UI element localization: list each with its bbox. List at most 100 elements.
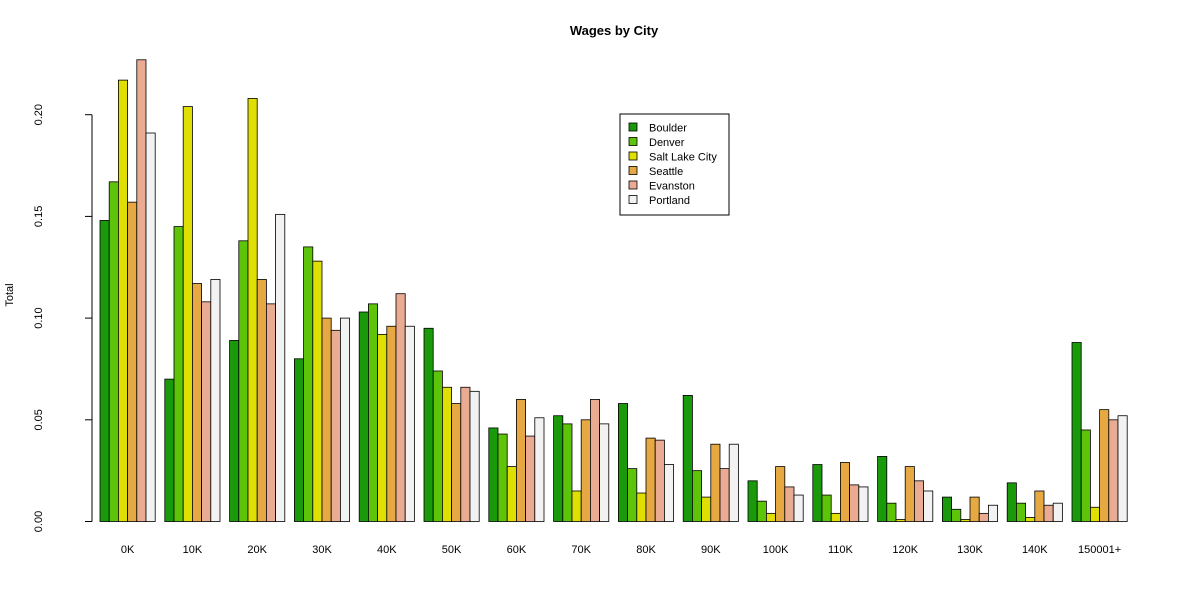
- bar-portland-10k: [210, 279, 221, 522]
- legend-swatch: [628, 137, 638, 146]
- bar-portland-30k: [339, 317, 350, 522]
- x-tick-label: 110K: [828, 544, 854, 556]
- bar-boulder-120k: [877, 456, 888, 522]
- bar-denver-10k: [173, 226, 184, 522]
- bar-seattle-150001plus: [1099, 409, 1110, 522]
- y-tick-label: 0.15: [33, 206, 45, 227]
- bar-evanston-70k: [590, 399, 601, 522]
- chart-title: Wages by City: [570, 23, 659, 38]
- legend: Boulder Denver Salt Lake City Seattle Evanst…: [619, 113, 730, 216]
- bar-portland-60k: [534, 417, 545, 522]
- bar-boulder-70k: [553, 415, 564, 522]
- legend-swatch: [628, 122, 638, 132]
- x-tick-label: 40K: [377, 544, 397, 556]
- x-tick-label: 10K: [183, 544, 203, 556]
- bar-salt-lake-city-130k: [960, 519, 971, 522]
- bar-boulder-100k: [747, 480, 758, 522]
- bar-denver-0k: [108, 181, 119, 522]
- bar-denver-90k: [692, 470, 703, 522]
- x-tick-label: 20K: [247, 544, 267, 556]
- bar-salt-lake-city-80k: [636, 492, 647, 522]
- bar-boulder-0k: [99, 220, 110, 522]
- y-tick-label: 0.20: [33, 104, 45, 125]
- bar-evanston-120k: [914, 480, 925, 522]
- bar-portland-0k: [145, 132, 156, 522]
- x-tick-label: 140K: [1022, 544, 1048, 556]
- bar-evanston-80k: [654, 439, 665, 522]
- x-tick-label: 120K: [892, 544, 918, 556]
- bar-evanston-10k: [201, 301, 212, 522]
- bar-portland-110k: [858, 486, 869, 522]
- bar-salt-lake-city-140k: [1025, 517, 1036, 522]
- bars-group: [99, 59, 1128, 522]
- bar-boulder-150001plus: [1071, 342, 1082, 522]
- x-tick-label: 60K: [507, 544, 527, 556]
- x-tick-label: 50K: [442, 544, 462, 556]
- bar-salt-lake-city-10k: [182, 106, 193, 522]
- bar-evanston-0k: [136, 59, 147, 522]
- bar-boulder-50k: [423, 327, 434, 522]
- legend-label: Salt Lake City: [649, 152, 717, 164]
- legend-label: Evanston: [649, 181, 695, 193]
- legend-label: Denver: [649, 137, 685, 149]
- legend-label: Seattle: [649, 166, 683, 178]
- bar-evanston-40k: [395, 293, 406, 522]
- bar-denver-70k: [562, 423, 573, 522]
- bar-seattle-50k: [451, 403, 462, 522]
- bar-evanston-30k: [330, 329, 341, 522]
- x-tick-label: 150001+: [1078, 544, 1121, 556]
- bar-salt-lake-city-20k: [247, 98, 258, 522]
- bar-evanston-20k: [265, 303, 276, 522]
- bar-evanston-140k: [1043, 504, 1054, 522]
- legend-swatch: [628, 166, 638, 175]
- bar-boulder-10k: [164, 378, 175, 522]
- bar-seattle-110k: [840, 462, 851, 522]
- bar-denver-140k: [1016, 502, 1027, 522]
- bar-portland-80k: [664, 464, 675, 522]
- bar-boulder-60k: [488, 427, 499, 522]
- bar-denver-30k: [303, 246, 314, 522]
- legend-swatch: [628, 180, 638, 190]
- bar-seattle-140k: [1034, 490, 1045, 522]
- bar-seattle-20k: [256, 279, 267, 522]
- bar-portland-150001plus: [1117, 415, 1128, 522]
- x-tick-label: 100K: [763, 544, 789, 556]
- y-tick-label: 0.00: [33, 511, 45, 532]
- bar-portland-20k: [275, 213, 286, 522]
- x-axis-labels: 0K 10K 20K 30K 40K 50K 60K 70K 80K 90K 100K 110K 120…: [121, 544, 1121, 556]
- x-tick-label: 80K: [636, 544, 656, 556]
- bar-seattle-80k: [645, 437, 656, 522]
- bar-boulder-140k: [1006, 482, 1017, 522]
- bar-salt-lake-city-110k: [830, 512, 841, 522]
- bar-boulder-20k: [229, 340, 240, 522]
- bar-evanston-60k: [525, 435, 536, 522]
- bar-salt-lake-city-120k: [895, 519, 906, 522]
- x-tick-label: 30K: [312, 544, 332, 556]
- bar-denver-130k: [951, 508, 962, 522]
- bar-denver-100k: [756, 500, 767, 522]
- bar-seattle-100k: [775, 466, 786, 522]
- bar-salt-lake-city-150001plus: [1090, 506, 1101, 522]
- bar-salt-lake-city-70k: [571, 490, 582, 522]
- legend-swatch: [628, 151, 638, 161]
- x-tick-label: 90K: [701, 544, 721, 556]
- bar-portland-100k: [793, 494, 804, 522]
- bar-denver-150001plus: [1080, 429, 1091, 522]
- bar-evanston-150001plus: [1108, 419, 1119, 522]
- bar-portland-130k: [988, 504, 999, 522]
- y-axis: 0.00 0.05 0.10 0.15 0.20: [33, 104, 93, 532]
- y-tick-label: 0.10: [33, 307, 45, 328]
- bar-salt-lake-city-0k: [118, 79, 129, 522]
- bar-seattle-60k: [516, 399, 527, 522]
- bar-portland-120k: [923, 490, 934, 522]
- bar-seattle-90k: [710, 443, 721, 522]
- bar-boulder-110k: [812, 464, 823, 522]
- y-axis-label: Total: [4, 283, 16, 306]
- bar-salt-lake-city-30k: [312, 260, 323, 522]
- bar-salt-lake-city-90k: [701, 496, 712, 522]
- y-tick-label: 0.05: [33, 409, 45, 430]
- bar-salt-lake-city-60k: [506, 466, 517, 522]
- bar-boulder-130k: [942, 496, 953, 522]
- bar-salt-lake-city-40k: [377, 333, 388, 522]
